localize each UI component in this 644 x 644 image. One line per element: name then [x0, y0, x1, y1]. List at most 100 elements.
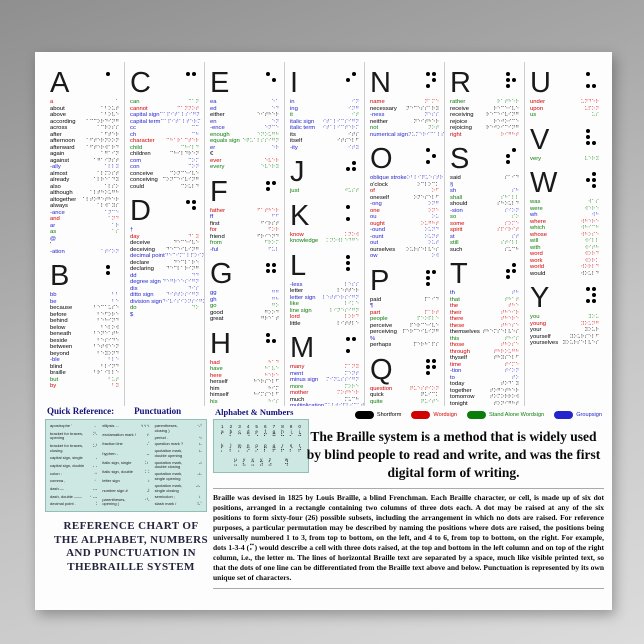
alphabet-cell: 0 j ⠚ [295, 424, 304, 441]
word-braille: ⠗⠑⠚⠕⠊⠉⠊⠝⠛ [486, 125, 519, 131]
word-braille: ⠉⠓⠁⠗⠁⠉⠞⠑⠗ [166, 138, 199, 144]
word-label: yourself [530, 333, 551, 340]
word-braille: ⠥⠎ [591, 112, 599, 118]
word-label: receiving [450, 112, 474, 118]
word-braille: ⠓⠊⠎ [268, 398, 279, 405]
braille-dot [352, 217, 356, 221]
braille-dot [426, 160, 431, 165]
punctuation-row: dash, double —— ⠐⠠⠤ [50, 494, 97, 500]
braille-cell-icon [266, 263, 277, 280]
word-braille: ⠑⠙ [271, 105, 279, 112]
word-braille: ⠞⠕⠙⠁⠽ [500, 381, 519, 387]
word-label: rejoice [450, 118, 468, 125]
braille-dot [272, 187, 276, 191]
word-row: deceive ⠙⠑⠉⠑⠊⠧⠑ [130, 240, 199, 247]
braille-dot [512, 84, 516, 88]
alphabet-cell: m ⠍ [235, 443, 244, 455]
legend-item: Stand Alone Wordsign [466, 411, 544, 419]
punctuation-label: fraction line [102, 441, 123, 447]
word-row: afterward ⠁⠋⠞⠑⠗⠺⠁⠗⠙ [50, 145, 119, 152]
letter-heading: L [290, 249, 307, 282]
braille-glyph: ⠥ [233, 460, 238, 468]
word-braille: ⠺⠁⠎ [588, 199, 599, 205]
word-label: blind [50, 363, 63, 370]
word-row: perceiving ⠏⠑⠗⠉⠑⠊⠧⠊⠝⠛ [370, 329, 439, 336]
braille-dot [426, 72, 431, 77]
punctuation-braille: ⠰ [146, 478, 150, 484]
word-row: ¶ [370, 303, 439, 310]
word-row: rejoicing ⠗⠑⠚⠕⠊⠉⠊⠝⠛ [450, 125, 519, 132]
braille-dot [186, 206, 190, 210]
word-braille: ⠋⠥⠇ [268, 246, 279, 253]
word-row: but ⠃⠥⠞ [50, 377, 119, 384]
braille-dot [512, 78, 517, 83]
word-braille: ⠺⠕⠥⠇⠙ [580, 270, 599, 277]
punctuation-row: italic sign, double ⠨⠨ [102, 469, 149, 475]
word-row: above ⠁⠃⠕⠧⠑ [50, 112, 119, 119]
word-label: braille [50, 370, 66, 376]
letter-section-header: N [370, 69, 438, 98]
word-label: by [50, 383, 57, 389]
word-braille: ⠍⠊⠝⠥⠎⠎⠊⠛⠝ [326, 377, 359, 383]
punctuation-row: capital sign, single ⠠ [50, 456, 97, 461]
word-row: across ⠁⠉⠗⠕⠎⠎ [50, 125, 119, 132]
legend-label: Wordsign [433, 411, 457, 418]
punctuation-label: quotation mark, single opening [154, 471, 183, 481]
word-braille: ⠙⠕ [191, 305, 199, 311]
braille-dot [346, 260, 351, 265]
word-label: about [50, 105, 65, 112]
word-row: gh ⠛⠓ [210, 297, 279, 304]
word-braille: ⠺⠕⠗⠙ [584, 251, 599, 257]
braille-dot [352, 211, 356, 215]
braille-dot [346, 211, 350, 215]
punctuation-braille: ⠄ [94, 423, 98, 428]
letter-label: f [264, 429, 266, 435]
word-row: good ⠛⠕⠕⠙ [210, 310, 279, 317]
letter-section-header: G [210, 260, 278, 289]
word-braille: ⠉⠕⠝⠉⠑⠊⠧⠑ [169, 170, 199, 177]
punctuation-label: parentheses, closing ) [154, 423, 178, 433]
word-label: that [450, 296, 460, 303]
braille-glyph: ⠊ [288, 433, 294, 441]
word-row: -tion ⠞⠊⠕⠝ [450, 368, 519, 375]
word-braille: ⠙⠙ [191, 272, 199, 279]
word-label: had [210, 359, 220, 366]
punctuation-column: apostrophe ' ⠄ bracket for braces, opening… [50, 423, 98, 507]
braille-dot [272, 78, 277, 83]
word-braille: ⠃⠽ [111, 383, 119, 389]
word-braille: ⠁⠇⠗⠑⠁⠙⠽ [93, 177, 119, 183]
word-braille: ⠃⠑⠎⠊⠙⠑ [97, 337, 119, 344]
word-row: rejoice ⠗⠑⠚⠕⠊⠉⠑ [450, 119, 519, 126]
braille-dot [506, 160, 511, 165]
braille-glyph: ⠺ [284, 460, 289, 468]
word-braille: ⠕⠥ [431, 214, 439, 220]
word-row: although ⠁⠇⠞⠓⠕⠥⠛⠓ [50, 190, 119, 197]
word-row: either ⠑⠊⠞⠓⠑⠗ [210, 112, 279, 119]
word-braille: ⠕⠺ [431, 253, 439, 259]
word-braille: ⠙⠑⠉⠊⠍⠁⠇⠏⠕⠊⠝⠞ [164, 253, 205, 259]
letter-section-header: I [290, 69, 358, 98]
word-row: children ⠉⠓⠊⠇⠙⠗⠑⠝ [130, 151, 199, 158]
legend-color-pill-icon [466, 411, 486, 419]
word-braille: ⠛⠗⠑⠁⠞ [260, 316, 279, 322]
word-row: question ⠟⠥⠑⠎⠞⠊⠕⠝ [370, 386, 439, 393]
word-label: ing [290, 105, 298, 112]
word-row: st ⠎⠞ [450, 234, 519, 241]
letter-section-header: J [290, 158, 358, 187]
word-braille: ⠥⠏⠕⠝ [584, 105, 599, 112]
word-row: degree sign ⠙⠑⠛⠗⠑⠑⠎⠊⠛⠝ [130, 279, 199, 286]
word-row: sh ⠎⠓ [450, 188, 519, 195]
word-row: had ⠓⠁⠙ [210, 360, 279, 367]
letter-label: p [264, 442, 267, 448]
word-row: letter ⠇⠑⠞⠞⠑⠗ [290, 288, 359, 295]
alphabet-row: k ⠅ l ⠇ m ⠍ n ⠝ o ⠕ p ⠏ q ⠟ r ⠗ s ⠎ t ⠞ [216, 443, 306, 455]
word-braille: ⠙⠊⠎ [188, 285, 199, 292]
word-row: such ⠎⠥⠉⠓ [450, 247, 519, 254]
word-row: under ⠥⠝⠙⠑⠗ [530, 99, 599, 106]
alphabet-cell: 3 c ⠉ [235, 424, 244, 441]
braille-glyph: ⠎ [288, 447, 294, 455]
word-braille: ⠎⠓⠕⠥⠇⠙ [497, 201, 519, 207]
word-row: receiving ⠗⠑⠉⠑⠊⠧⠊⠝⠛ [450, 112, 519, 119]
